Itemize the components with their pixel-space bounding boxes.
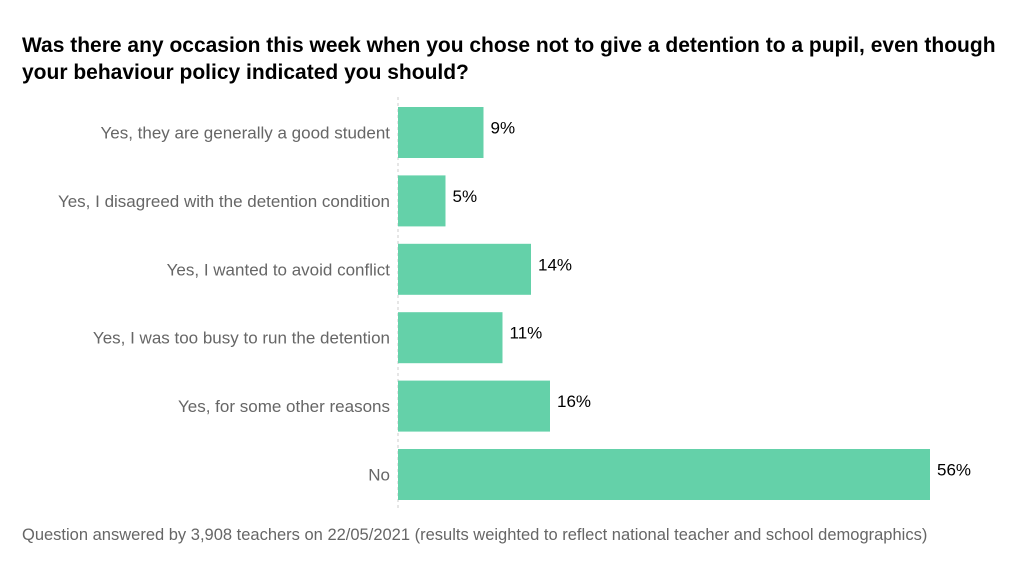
data-label: 11%	[510, 324, 543, 343]
data-label: 56%	[937, 461, 971, 480]
bar	[398, 312, 503, 364]
bar	[398, 107, 484, 158]
bar	[398, 175, 446, 227]
category-label: Yes, they are generally a good student	[100, 124, 390, 143]
category-label: Yes, I disagreed with the detention cond…	[58, 192, 390, 211]
category-label: Yes, for some other reasons	[178, 397, 390, 416]
chart-title: Was there any occasion this week when yo…	[22, 34, 996, 84]
data-label: 9%	[491, 119, 516, 138]
bar	[398, 243, 531, 295]
category-label: No	[368, 466, 390, 485]
data-label: 16%	[557, 392, 591, 411]
data-label: 5%	[453, 187, 478, 206]
bar	[398, 449, 930, 500]
category-label: Yes, I wanted to avoid conflict	[167, 260, 391, 279]
bar	[398, 380, 550, 432]
data-label: 14%	[538, 255, 572, 274]
chart-footnote: Question answered by 3,908 teachers on 2…	[22, 526, 928, 544]
category-label: Yes, I was too busy to run the detention	[93, 329, 390, 348]
